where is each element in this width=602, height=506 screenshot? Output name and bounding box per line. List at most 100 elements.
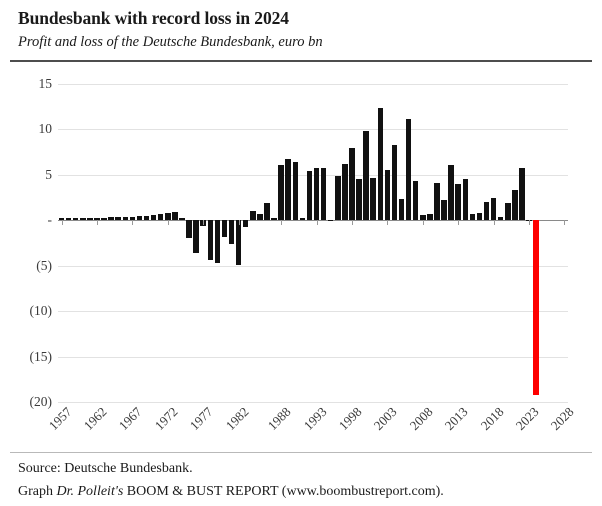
bar	[526, 220, 532, 222]
x-axis-tick	[387, 220, 389, 226]
gridline	[58, 129, 568, 131]
x-axis-tick	[316, 220, 318, 226]
bar	[299, 218, 306, 221]
bar	[172, 212, 178, 221]
x-axis-tick	[564, 220, 566, 226]
bar	[193, 220, 199, 253]
x-axis-tick-label: 1967	[115, 404, 145, 433]
x-axis-tick	[493, 220, 495, 226]
bar	[483, 202, 490, 221]
x-axis-tick-label: 1988	[264, 404, 294, 433]
x-axis-tick-label: 1962	[80, 404, 110, 433]
x-axis-tick-label: 1957	[45, 404, 75, 433]
bar	[377, 107, 384, 221]
bar	[186, 220, 192, 238]
x-axis-tick-label: 2008	[406, 404, 436, 433]
bar	[278, 164, 284, 221]
bar	[200, 220, 206, 226]
bar	[441, 200, 447, 221]
x-axis-tick	[238, 220, 240, 226]
page-title: Bundesbank with record loss in 2024	[18, 8, 289, 28]
bar	[115, 217, 121, 221]
bar	[455, 183, 461, 221]
x-axis-labels: 1957 1962 1967 1972 1977 1982 1988 1993 1998 2003…	[45, 404, 577, 452]
y-axis-tick-label: 15	[38, 76, 53, 91]
bar	[80, 218, 86, 221]
bar	[306, 171, 313, 221]
bar	[87, 217, 93, 221]
bar	[519, 167, 525, 221]
x-axis-tick	[132, 220, 134, 226]
gridline	[58, 402, 568, 403]
graph-credit-suffix: BOOM & BUST REPORT (www.boombustreport.c…	[126, 484, 444, 499]
x-axis-tick	[351, 220, 353, 226]
x-axis-tick	[61, 220, 63, 226]
gridline	[58, 311, 568, 313]
bar	[292, 162, 299, 221]
gridline	[58, 265, 568, 267]
bar	[157, 213, 164, 221]
bar	[257, 213, 263, 221]
header-divider	[10, 60, 592, 62]
bar	[228, 220, 235, 244]
y-axis-tick-label: -	[47, 212, 53, 228]
bar	[264, 203, 270, 221]
bar	[391, 144, 398, 221]
bar	[497, 216, 504, 221]
bar	[476, 213, 483, 221]
bar	[462, 179, 469, 221]
bar	[72, 218, 79, 221]
bar	[434, 183, 440, 221]
x-axis-tick	[422, 220, 424, 226]
chart-plot-wrapper: 15 10 5 - (5) (10) (15) (20)	[0, 64, 602, 409]
bar	[420, 214, 426, 221]
bar	[412, 181, 419, 221]
bar	[101, 217, 107, 221]
bar	[221, 220, 228, 237]
x-axis-tick-label: 1982	[222, 404, 252, 433]
bar	[370, 177, 376, 221]
chart-subtitle: Profit and loss of the Deutsche Bundesba…	[18, 34, 323, 50]
x-axis-tick	[167, 220, 169, 226]
x-axis-tick-label: 1977	[186, 404, 216, 433]
bar	[349, 147, 355, 221]
x-axis-tick-label: 2013	[441, 404, 471, 433]
y-axis-tick-label: (15)	[29, 348, 53, 364]
bar	[427, 213, 433, 221]
bar	[58, 218, 65, 221]
x-axis-tick	[281, 220, 283, 226]
bar	[235, 220, 242, 265]
bar	[448, 164, 454, 221]
x-axis-tick-label: 1998	[335, 404, 365, 433]
bar	[490, 198, 497, 221]
bar	[207, 220, 214, 261]
bar	[335, 175, 341, 221]
bar	[242, 220, 249, 227]
bar	[384, 170, 391, 221]
bar	[342, 163, 348, 221]
bar	[271, 218, 277, 221]
y-axis-labels: 15 10 5 - (5) (10) (15) (20)	[0, 64, 60, 409]
gridline	[58, 174, 568, 176]
y-axis-tick-label: 10	[38, 121, 53, 137]
y-axis-tick-label: (20)	[29, 394, 53, 409]
bar	[65, 218, 72, 221]
gridline	[58, 84, 568, 85]
graph-credit: Graph Dr. Polleit's BOOM & BUST REPORT (…	[18, 484, 444, 500]
x-axis-tick	[203, 220, 205, 226]
x-axis-tick-label: 1993	[300, 404, 330, 433]
zero-axis-line	[58, 220, 568, 222]
source-note: Source: Deutsche Bundesbank.	[18, 461, 193, 476]
bar	[327, 220, 334, 222]
bar	[285, 158, 291, 221]
bar	[94, 217, 100, 221]
bar	[122, 216, 129, 221]
bar	[165, 213, 171, 221]
bar	[320, 168, 327, 221]
x-axis-tick-label: 2028	[548, 404, 578, 433]
bar	[214, 220, 221, 263]
bar	[363, 131, 369, 221]
bar	[179, 217, 185, 221]
footer-divider	[10, 452, 592, 453]
